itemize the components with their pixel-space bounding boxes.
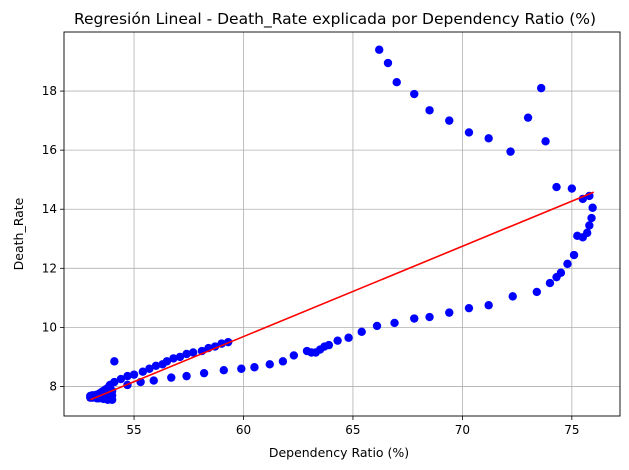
data-point — [289, 351, 299, 360]
data-point — [149, 376, 158, 385]
data-point — [410, 89, 419, 99]
data-point — [151, 361, 161, 370]
data-point — [278, 357, 288, 366]
data-point — [116, 374, 126, 384]
data-point — [506, 147, 515, 156]
data-point — [392, 78, 401, 87]
data-point — [302, 346, 312, 356]
y-tick-label: 18 — [42, 84, 57, 98]
data-point — [484, 134, 493, 143]
y-axis-label: Death_Rate — [11, 197, 26, 270]
x-tick-label: 55 — [126, 423, 141, 437]
data-point — [188, 348, 198, 357]
data-point — [182, 349, 191, 359]
data-point — [523, 113, 533, 122]
regression-line-layer — [89, 191, 595, 401]
data-point — [425, 106, 434, 115]
data-point — [569, 250, 579, 260]
data-point — [250, 363, 259, 372]
data-point — [532, 287, 542, 297]
plot-frame — [63, 31, 621, 417]
data-point — [545, 278, 555, 288]
data-point — [567, 184, 577, 193]
data-point — [541, 137, 550, 146]
data-point — [237, 364, 246, 373]
data-point — [563, 259, 572, 269]
data-point — [484, 301, 493, 310]
data-point — [508, 292, 517, 301]
data-point — [110, 357, 119, 366]
data-point — [552, 272, 561, 282]
data-point — [182, 371, 191, 381]
data-point — [175, 352, 185, 362]
data-point — [169, 354, 178, 363]
data-point — [199, 368, 209, 378]
data-point — [375, 45, 384, 54]
data-point — [425, 312, 434, 322]
y-tick-label: 16 — [42, 143, 57, 157]
data-point — [445, 308, 454, 317]
y-tick-label: 8 — [49, 379, 57, 393]
chart-title: Regresión Lineal - Death_Rate explicada … — [74, 10, 596, 29]
x-tick-label: 65 — [345, 423, 360, 437]
scatter-points — [86, 45, 597, 404]
data-point — [129, 370, 139, 379]
data-point — [138, 367, 148, 376]
data-point — [464, 303, 474, 313]
data-point — [265, 360, 274, 369]
data-point — [158, 360, 167, 369]
data-point — [383, 58, 393, 68]
data-point — [536, 83, 546, 93]
data-point — [573, 231, 582, 241]
data-point — [552, 182, 561, 192]
data-point — [344, 333, 353, 342]
x-tick-label: 75 — [564, 423, 579, 437]
data-point — [145, 364, 154, 373]
x-tick-label: 70 — [455, 423, 470, 437]
data-point — [464, 128, 474, 137]
data-point — [357, 327, 366, 337]
y-tick-label: 12 — [42, 261, 57, 275]
data-point — [445, 116, 454, 125]
x-axis-ticks: 55 60 65 70 75 — [126, 416, 579, 437]
regression-line — [89, 191, 595, 401]
data-point — [390, 318, 399, 328]
y-tick-label: 14 — [42, 202, 57, 216]
grid-layer — [64, 32, 620, 416]
y-tick-label: 10 — [42, 320, 57, 334]
data-point — [372, 321, 382, 331]
data-point — [123, 371, 132, 381]
data-point — [585, 221, 594, 230]
data-point — [219, 366, 228, 375]
x-tick-label: 60 — [236, 423, 251, 437]
y-axis-ticks: 8 10 12 14 16 18 — [42, 84, 64, 393]
data-point — [588, 203, 597, 212]
data-point — [333, 336, 342, 345]
data-point — [587, 213, 596, 223]
x-axis-label: Dependency Ratio (%) — [269, 445, 409, 460]
data-point — [167, 373, 176, 382]
data-point — [410, 314, 419, 323]
